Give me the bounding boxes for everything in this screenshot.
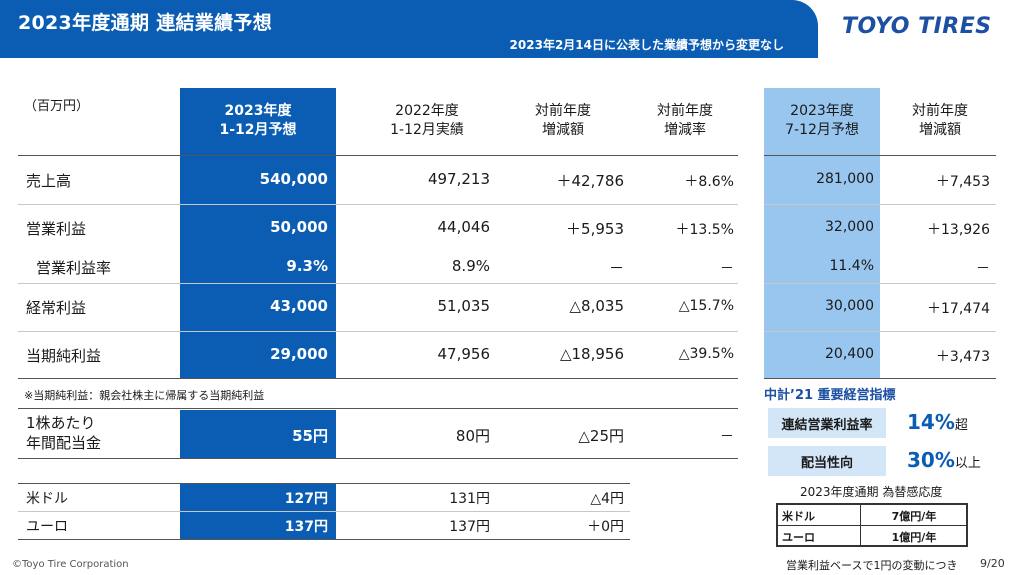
cell-ordinary-yoy-amount: △8,035 — [569, 297, 624, 315]
cell-sales-actual: 497,213 — [427, 170, 490, 188]
cell-usd-actual: 131円 — [449, 491, 490, 507]
row-label-dividend: 1株あたり 年間配当金 — [26, 414, 102, 452]
cell-op-actual: 44,046 — [437, 218, 491, 236]
unit-label: （百万円） — [24, 99, 90, 114]
cell-net-forecast: 29,000 — [270, 345, 328, 363]
kpi-label-op-margin: 連結営業利益率 — [768, 408, 886, 438]
cell-op-h2: 32,000 — [825, 219, 874, 235]
cell-net-h2: 20,400 — [825, 346, 874, 362]
col-header-yoy-amount: 対前年度 増減額 — [535, 103, 591, 138]
row-divider — [18, 283, 738, 284]
cell-ordinary-forecast: 43,000 — [270, 297, 328, 315]
header-divider — [18, 155, 738, 156]
header-divider-right — [764, 155, 996, 156]
copyright: ©Toyo Tire Corporation — [12, 559, 129, 570]
dividend-top-divider — [18, 408, 738, 409]
fx-sensitivity-row: 米ドル 7億円/年 — [782, 510, 937, 523]
cell-sales-h2: 281,000 — [816, 171, 874, 187]
col-header-2022-actual: 2022年度 1-12月実績 — [390, 103, 464, 138]
forecast-column-highlight-dividend — [180, 410, 336, 458]
row-divider — [18, 204, 738, 205]
cell-op-yoy-amount: ＋5,953 — [566, 220, 624, 238]
table-bottom-divider — [18, 378, 738, 379]
toyo-tires-logo: TOYO TIRES — [842, 14, 992, 39]
page-title: 2023年度通期 連結業績予想 — [18, 12, 272, 34]
cell-net-yoy-amount: △18,956 — [559, 345, 624, 363]
col-header-yoy-rate: 対前年度 増減率 — [657, 103, 713, 138]
row-label-usd: 米ドル — [26, 491, 68, 507]
cell-sales-forecast: 540,000 — [259, 170, 328, 188]
cell-dividend-forecast: 55円 — [292, 427, 328, 445]
cell-eur-forecast: 137円 — [284, 519, 328, 535]
kpi-value-op-margin: 14%超 — [907, 410, 968, 434]
fx-sensitivity-row: ユーロ 1億円/年 — [782, 531, 937, 544]
cell-margin-actual: 8.9% — [451, 257, 490, 275]
fx-sensitivity-table: 米ドル 7億円/年 ユーロ 1億円/年 — [776, 503, 968, 547]
cell-usd-forecast: 127円 — [284, 491, 328, 507]
forecast-column-highlight — [180, 88, 336, 378]
row-divider-right — [764, 331, 996, 332]
col-header-h2-forecast: 2023年度 7-12月予想 — [785, 103, 859, 138]
page-number: 9/20 — [980, 557, 1005, 570]
net-income-footnote: ※当期純利益：親会社株主に帰属する当期純利益 — [24, 389, 265, 402]
cell-op-h2-yoy: ＋13,926 — [927, 222, 990, 238]
dividend-bottom-divider — [18, 458, 738, 459]
cell-ordinary-h2: 30,000 — [825, 298, 874, 314]
cell-margin-h2: 11.4% — [829, 258, 874, 274]
row-label-operating-margin: 営業利益率 — [36, 259, 112, 277]
fx-bottom-divider — [18, 539, 630, 540]
fx-top-divider — [18, 483, 630, 484]
fx-sensitivity-note: 営業利益ベースで1円の変動につき — [786, 559, 958, 572]
cell-usd-yoy: △4円 — [590, 491, 624, 507]
row-divider-right — [764, 204, 996, 205]
row-divider — [18, 331, 738, 332]
table-bottom-divider-right — [764, 378, 996, 379]
cell-ordinary-h2-yoy: ＋17,474 — [927, 301, 990, 317]
cell-op-yoy-rate: ＋13.5% — [675, 222, 734, 238]
fx-table-hline — [778, 525, 966, 526]
cell-dividend-rate: － — [720, 429, 734, 445]
kpi-value-payout-ratio: 30%以上 — [907, 448, 981, 472]
cell-sales-yoy-amount: ＋42,786 — [556, 172, 625, 190]
title-banner: 2023年度通期 連結業績予想 2023年2月14日に公表した業績予想から変更な… — [0, 0, 818, 58]
cell-sales-h2-yoy: ＋7,453 — [935, 174, 990, 190]
cell-op-forecast: 50,000 — [270, 218, 328, 236]
row-label-sales: 売上高 — [26, 172, 72, 190]
cell-net-actual: 47,956 — [437, 345, 491, 363]
half-year-column-highlight — [764, 88, 880, 378]
row-label-ordinary-profit: 経常利益 — [26, 299, 87, 317]
cell-net-h2-yoy: ＋3,473 — [935, 349, 990, 365]
kpi-label-payout-ratio: 配当性向 — [768, 446, 886, 476]
cell-eur-actual: 137円 — [449, 519, 490, 535]
cell-dividend-actual: 80円 — [455, 427, 490, 445]
cell-eur-yoy: ＋0円 — [587, 519, 624, 535]
kpi-title: 中計’21 重要経営指標 — [764, 388, 896, 403]
row-label-net-income: 当期純利益 — [26, 347, 102, 365]
cell-net-yoy-rate: △39.5% — [678, 346, 734, 362]
cell-sales-yoy-rate: ＋8.6% — [684, 174, 734, 190]
row-divider-right — [764, 283, 996, 284]
cell-margin-forecast: 9.3% — [286, 257, 328, 275]
col-header-h2-yoy-amount: 対前年度 増減額 — [912, 103, 968, 138]
row-label-operating-profit: 営業利益 — [26, 220, 87, 238]
cell-margin-h2-yoy: － — [976, 261, 990, 277]
cell-margin-yoy-rate: － — [720, 261, 734, 277]
fx-sensitivity-title: 2023年度通期 為替感応度 — [800, 485, 943, 499]
fx-row-divider — [18, 511, 630, 512]
col-header-2023-forecast: 2023年度 1-12月予想 — [219, 103, 297, 138]
page-subtitle: 2023年2月14日に公表した業績予想から変更なし — [509, 38, 784, 52]
cell-margin-yoy-amount: － — [608, 259, 624, 277]
cell-ordinary-yoy-rate: △15.7% — [678, 298, 734, 314]
row-label-eur: ユーロ — [26, 519, 68, 535]
cell-dividend-yoy: △25円 — [578, 427, 624, 445]
cell-ordinary-actual: 51,035 — [437, 297, 491, 315]
